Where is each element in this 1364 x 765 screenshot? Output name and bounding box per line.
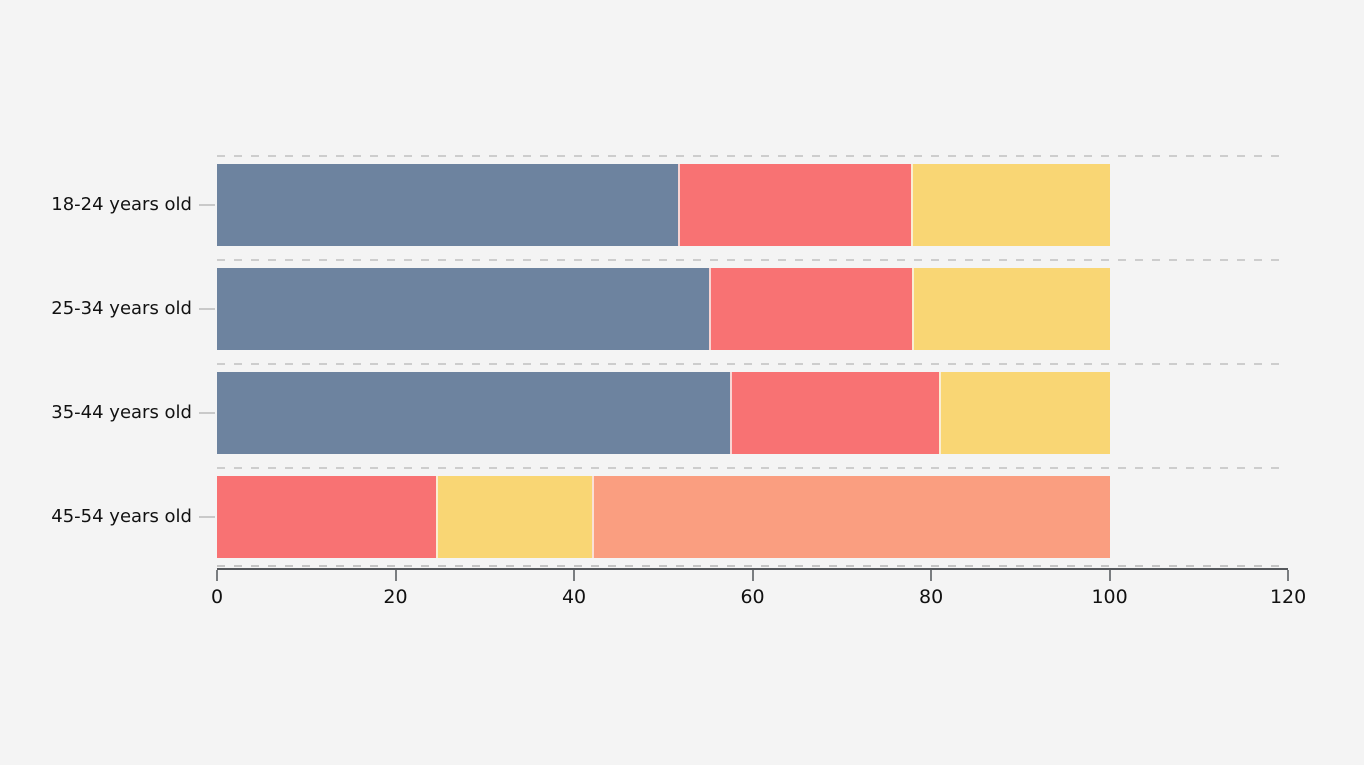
coral-red-segment	[217, 476, 436, 558]
stacked-bar-row	[217, 372, 1110, 454]
category-tick-mark	[199, 516, 215, 518]
x-axis-tick-mark	[573, 570, 576, 581]
category-tick-mark	[199, 412, 215, 414]
x-axis-tick-label: 60	[740, 586, 765, 608]
coral-red-segment	[677, 164, 911, 246]
x-axis-tick-label: 40	[561, 586, 587, 608]
x-axis-tick-mark	[1108, 570, 1111, 581]
band-separator-gridline	[217, 259, 1288, 261]
category-tick-mark	[199, 204, 215, 206]
salmon-segment	[591, 476, 1110, 558]
category-label: 25-34 years old	[51, 298, 192, 319]
x-axis-dashed-line	[217, 565, 1288, 567]
x-axis-tick-mark	[930, 570, 933, 581]
category-label: 18-24 years old	[51, 194, 192, 215]
x-axis-tick-mark	[394, 570, 397, 581]
band-separator-gridline	[217, 155, 1288, 157]
category-tick-mark	[199, 308, 215, 310]
stacked-bar-row	[217, 268, 1110, 350]
yellow-segment	[435, 476, 592, 558]
stacked-bar-row	[217, 164, 1110, 246]
x-axis-line	[217, 568, 1288, 570]
stacked-bar-row	[217, 476, 1110, 558]
category-label: 35-44 years old	[51, 402, 192, 423]
category-label: 45-54 years old	[51, 506, 192, 527]
yellow-segment	[912, 268, 1110, 350]
x-axis-tick-mark	[1287, 570, 1290, 581]
slate-blue-segment	[217, 372, 731, 454]
band-separator-gridline	[217, 363, 1288, 365]
x-axis-tick-label: 120	[1269, 586, 1307, 608]
x-axis-tick-mark	[216, 570, 218, 581]
yellow-segment	[910, 164, 1110, 246]
x-axis-tick-mark	[751, 570, 754, 581]
x-axis-tick-label: 80	[918, 586, 944, 608]
slate-blue-segment	[217, 268, 709, 350]
band-separator-gridline	[217, 467, 1288, 469]
x-axis-tick-label: 100	[1091, 586, 1128, 608]
x-axis-tick-label: 0	[210, 586, 224, 608]
slate-blue-segment	[217, 164, 678, 246]
coral-red-segment	[730, 372, 940, 454]
coral-red-segment	[708, 268, 913, 350]
x-axis-tick-label: 20	[383, 586, 408, 608]
yellow-segment	[939, 372, 1110, 454]
